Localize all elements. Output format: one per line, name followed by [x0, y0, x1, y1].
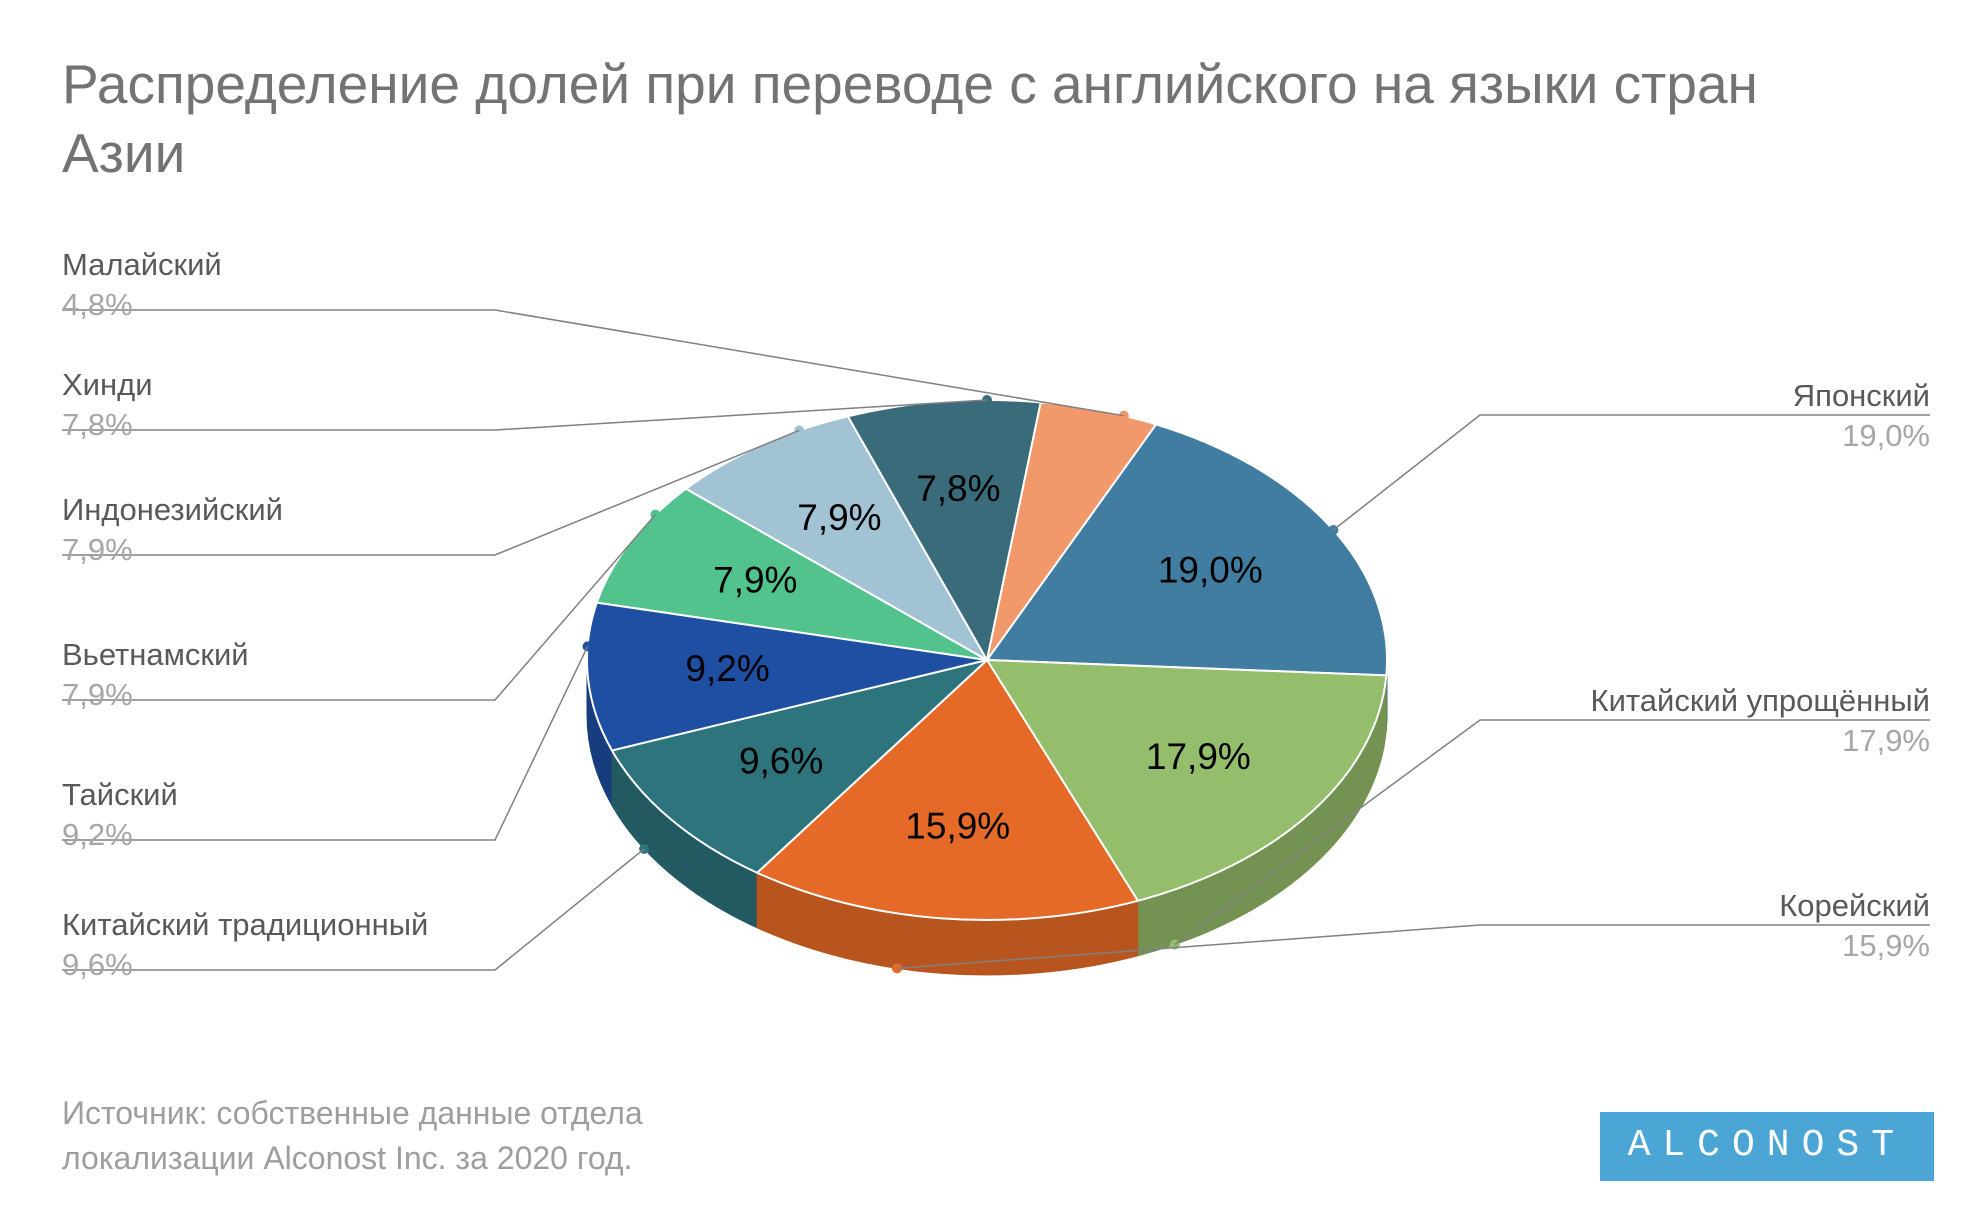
callout-name: Китайский упрощённый: [1591, 683, 1930, 718]
callout-name: Индонезийский: [62, 492, 283, 527]
callout-name: Японский: [1793, 378, 1930, 413]
slice-percent-label: 9,6%: [739, 741, 823, 782]
callout-percent: 9,6%: [62, 947, 133, 982]
callout-name: Тайский: [62, 777, 178, 812]
pie-chart: 19,0%17,9%15,9%9,6%9,2%7,9%7,9%7,8% Япон…: [0, 0, 1974, 1221]
callout-percent: 4,8%: [62, 287, 133, 322]
callout-percent: 9,2%: [62, 817, 133, 852]
callout-name: Вьетнамский: [62, 637, 249, 672]
slice-percent-label: 7,9%: [797, 497, 881, 538]
slice-percent-label: 17,9%: [1146, 736, 1251, 777]
leader-line: [1333, 415, 1930, 530]
slice-percent-label: 7,8%: [916, 468, 1000, 509]
chart-container: { "title": "Распределение долей при пере…: [0, 0, 1974, 1221]
callout-percent: 19,0%: [1842, 418, 1930, 453]
leader-line: [62, 515, 655, 700]
callout-name: Китайский традиционный: [62, 907, 428, 942]
slice-percent-label: 9,2%: [685, 648, 769, 689]
callout-name: Корейский: [1779, 888, 1930, 923]
alconost-logo: ALCONOST: [1600, 1112, 1934, 1181]
source-text: Источник: собственные данные отдела лока…: [62, 1091, 762, 1181]
callout-percent: 17,9%: [1842, 723, 1930, 758]
slice-percent-label: 15,9%: [905, 806, 1010, 847]
callout-percent: 15,9%: [1842, 928, 1930, 963]
slice-percent-label: 7,9%: [713, 560, 797, 601]
callout-percent: 7,9%: [62, 677, 133, 712]
slice-percent-label: 19,0%: [1158, 550, 1263, 591]
callout-percent: 7,8%: [62, 407, 133, 442]
callout-name: Малайский: [62, 247, 222, 282]
callout-percent: 7,9%: [62, 532, 133, 567]
callout-name: Хинди: [62, 367, 153, 402]
